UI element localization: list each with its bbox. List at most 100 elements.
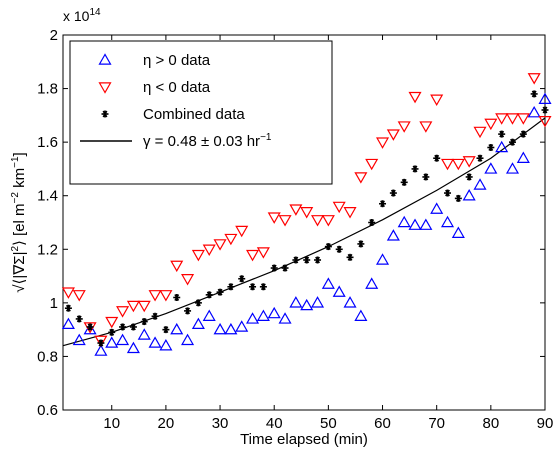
data-point-triangle-down (484, 118, 498, 131)
data-point-triangle-down (94, 335, 108, 348)
data-point-triangle-down (137, 300, 151, 313)
data-point-star (411, 165, 419, 173)
x-tick-label: 20 (158, 415, 175, 432)
data-point-triangle-down (430, 94, 444, 106)
legend-marker-triangle-down (98, 82, 112, 94)
legend-label-eta-negative: η < 0 data (143, 79, 211, 96)
fit-curve (62, 117, 546, 347)
data-point-triangle-up (289, 296, 303, 308)
ticks-layer: 10 20 30 40 50 60 70 80 90 0.6 0.8 1 1.2 1.4 1.6 1.8 2 (37, 27, 553, 432)
data-point-triangle-down (332, 201, 346, 214)
data-point-triangle-up (246, 312, 260, 324)
data-point-triangle-down (397, 121, 411, 133)
data-point-triangle-down (343, 207, 357, 219)
data-point-star (303, 256, 311, 264)
data-point-triangle-up (224, 322, 238, 335)
data-point-triangle-up (191, 317, 205, 330)
data-point-star (530, 90, 538, 98)
data-point-star (346, 253, 354, 261)
legend-label-combined: Combined data (143, 106, 245, 123)
data-point-triangle-up (202, 309, 216, 321)
data-point-star (292, 256, 300, 264)
data-point-star (324, 243, 332, 251)
data-point-triangle-up (495, 140, 509, 153)
data-point-triangle-down (224, 233, 238, 246)
data-point-triangle-down (300, 207, 314, 219)
data-point-triangle-down (246, 249, 260, 262)
data-point-triangle-up (126, 341, 140, 354)
legend-label-fit: γ = 0.48 ± 0.03 hr−1 (143, 132, 272, 150)
legend-fit-sup: −1 (260, 132, 272, 143)
y-label-part-4: ] (11, 152, 28, 156)
x-tick-label: 10 (103, 415, 120, 432)
y-axis-label: √⟨|∇Σ|2⟩ [el m−2 km−1] (10, 152, 28, 292)
data-point-triangle-up (375, 253, 390, 265)
data-point-triangle-down (419, 121, 433, 133)
data-point-triangle-down (516, 113, 530, 125)
data-point-triangle-up (159, 339, 173, 351)
legend-label-eta-positive: η > 0 data (143, 52, 211, 69)
data-point-triangle-up (311, 296, 325, 308)
data-point-triangle-down (148, 290, 162, 302)
data-point-star (194, 299, 202, 307)
x-tick-label: 50 (320, 415, 337, 432)
data-point-triangle-down (116, 306, 130, 318)
data-point-triangle-up (148, 336, 162, 348)
series-layer (61, 73, 552, 356)
data-point-triangle-up (300, 298, 314, 311)
data-point-star (205, 291, 213, 299)
x-tick-label: 70 (428, 415, 445, 432)
data-point-triangle-up (137, 328, 151, 340)
data-point-triangle-up (408, 218, 422, 230)
y-label-sup-1: 2 (10, 246, 21, 252)
x-tick-label: 60 (374, 415, 391, 432)
data-point-star (119, 323, 127, 331)
data-point-triangle-down (202, 244, 216, 256)
y-tick-label: 1.2 (37, 241, 58, 258)
data-point-triangle-up (365, 277, 379, 289)
data-point-triangle-up (440, 215, 455, 228)
data-point-star (498, 130, 506, 138)
data-point-star (519, 130, 527, 138)
x-axis-label: Time elapsed (min) (240, 431, 368, 448)
data-point-star (270, 264, 278, 272)
data-point-star (108, 328, 116, 336)
data-point-triangle-up (61, 317, 75, 330)
data-point-triangle-up (181, 333, 195, 346)
data-point-star (433, 154, 441, 162)
data-point-star (357, 240, 365, 248)
data-point-star (281, 264, 289, 272)
y-label-part-1: √⟨|∇Σ| (11, 252, 28, 293)
data-point-star (314, 256, 322, 264)
data-point-triangle-up (397, 215, 411, 228)
data-point-triangle-up (321, 277, 335, 289)
data-point-triangle-up (267, 306, 281, 319)
data-point-star (454, 194, 462, 202)
data-point-star (379, 200, 387, 208)
data-point-star (75, 315, 83, 323)
data-point-triangle-down (451, 158, 465, 171)
x-tick-label: 80 (482, 415, 499, 432)
series-triangle-down (61, 73, 552, 348)
data-point-triangle-down (527, 73, 541, 85)
data-point-triangle-up (332, 285, 346, 297)
data-point-triangle-down (440, 158, 455, 171)
data-point-star (422, 173, 430, 181)
data-point-triangle-down (126, 300, 140, 313)
legend: η > 0 data η < 0 data Combined data γ = … (69, 40, 333, 185)
y-label-sup-3: −1 (10, 156, 21, 168)
data-point-triangle-down (105, 316, 119, 329)
y-label-sup-2: −2 (10, 192, 21, 204)
data-point-triangle-down (72, 290, 86, 302)
data-point-triangle-up (105, 336, 119, 348)
data-point-triangle-down (495, 113, 509, 125)
data-point-star (259, 283, 267, 291)
data-point-triangle-up (473, 178, 487, 190)
data-point-triangle-up (256, 309, 270, 321)
data-point-triangle-up (83, 322, 97, 335)
data-point-star (162, 326, 170, 334)
data-point-triangle-up (484, 162, 498, 174)
data-point-star (64, 304, 72, 312)
data-point-triangle-down (181, 274, 195, 286)
data-point-triangle-down (61, 287, 75, 299)
